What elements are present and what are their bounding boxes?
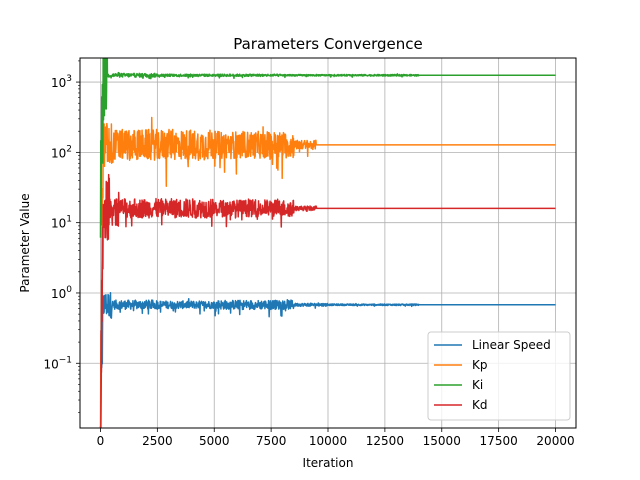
x-tick-label: 17500: [480, 434, 518, 448]
y-tick-label: 10−1: [43, 355, 72, 371]
y-tick-label: 100: [51, 285, 72, 301]
y-tick-label: 102: [51, 144, 72, 160]
x-tick-label: 20000: [536, 434, 574, 448]
legend-box: [427, 331, 571, 421]
x-tick-label: 10000: [309, 434, 347, 448]
series-line-0: [99, 291, 556, 428]
series-line-2: [99, 58, 556, 238]
legend: Linear Speed Kp Ki Kd: [427, 331, 571, 421]
ticks: 0 2500 5000 7500 10000 12500 15000 17500 20000 10…: [43, 60, 575, 448]
x-tick-label: 15000: [423, 434, 461, 448]
x-tick-label: 0: [97, 434, 105, 448]
x-tick-label: 5000: [199, 434, 230, 448]
legend-label: Kp: [472, 358, 488, 372]
y-tick-label: 103: [51, 74, 72, 90]
legend-label: Linear Speed: [472, 338, 551, 352]
legend-label: Kd: [472, 398, 488, 412]
series-group: [99, 58, 556, 428]
series-layer: [99, 58, 556, 428]
x-tick-label: 2500: [142, 434, 173, 448]
x-tick-label: 7500: [256, 434, 287, 448]
x-axis-label: Iteration: [303, 456, 354, 470]
legend-label: Ki: [472, 378, 483, 392]
series-line-3: [100, 173, 556, 428]
x-tick-label: 12500: [366, 434, 404, 448]
chart-title: Parameters Convergence: [233, 35, 423, 53]
series-line-1: [99, 116, 556, 428]
y-axis-label: Parameter Value: [18, 193, 32, 292]
y-tick-label: 101: [51, 215, 72, 231]
